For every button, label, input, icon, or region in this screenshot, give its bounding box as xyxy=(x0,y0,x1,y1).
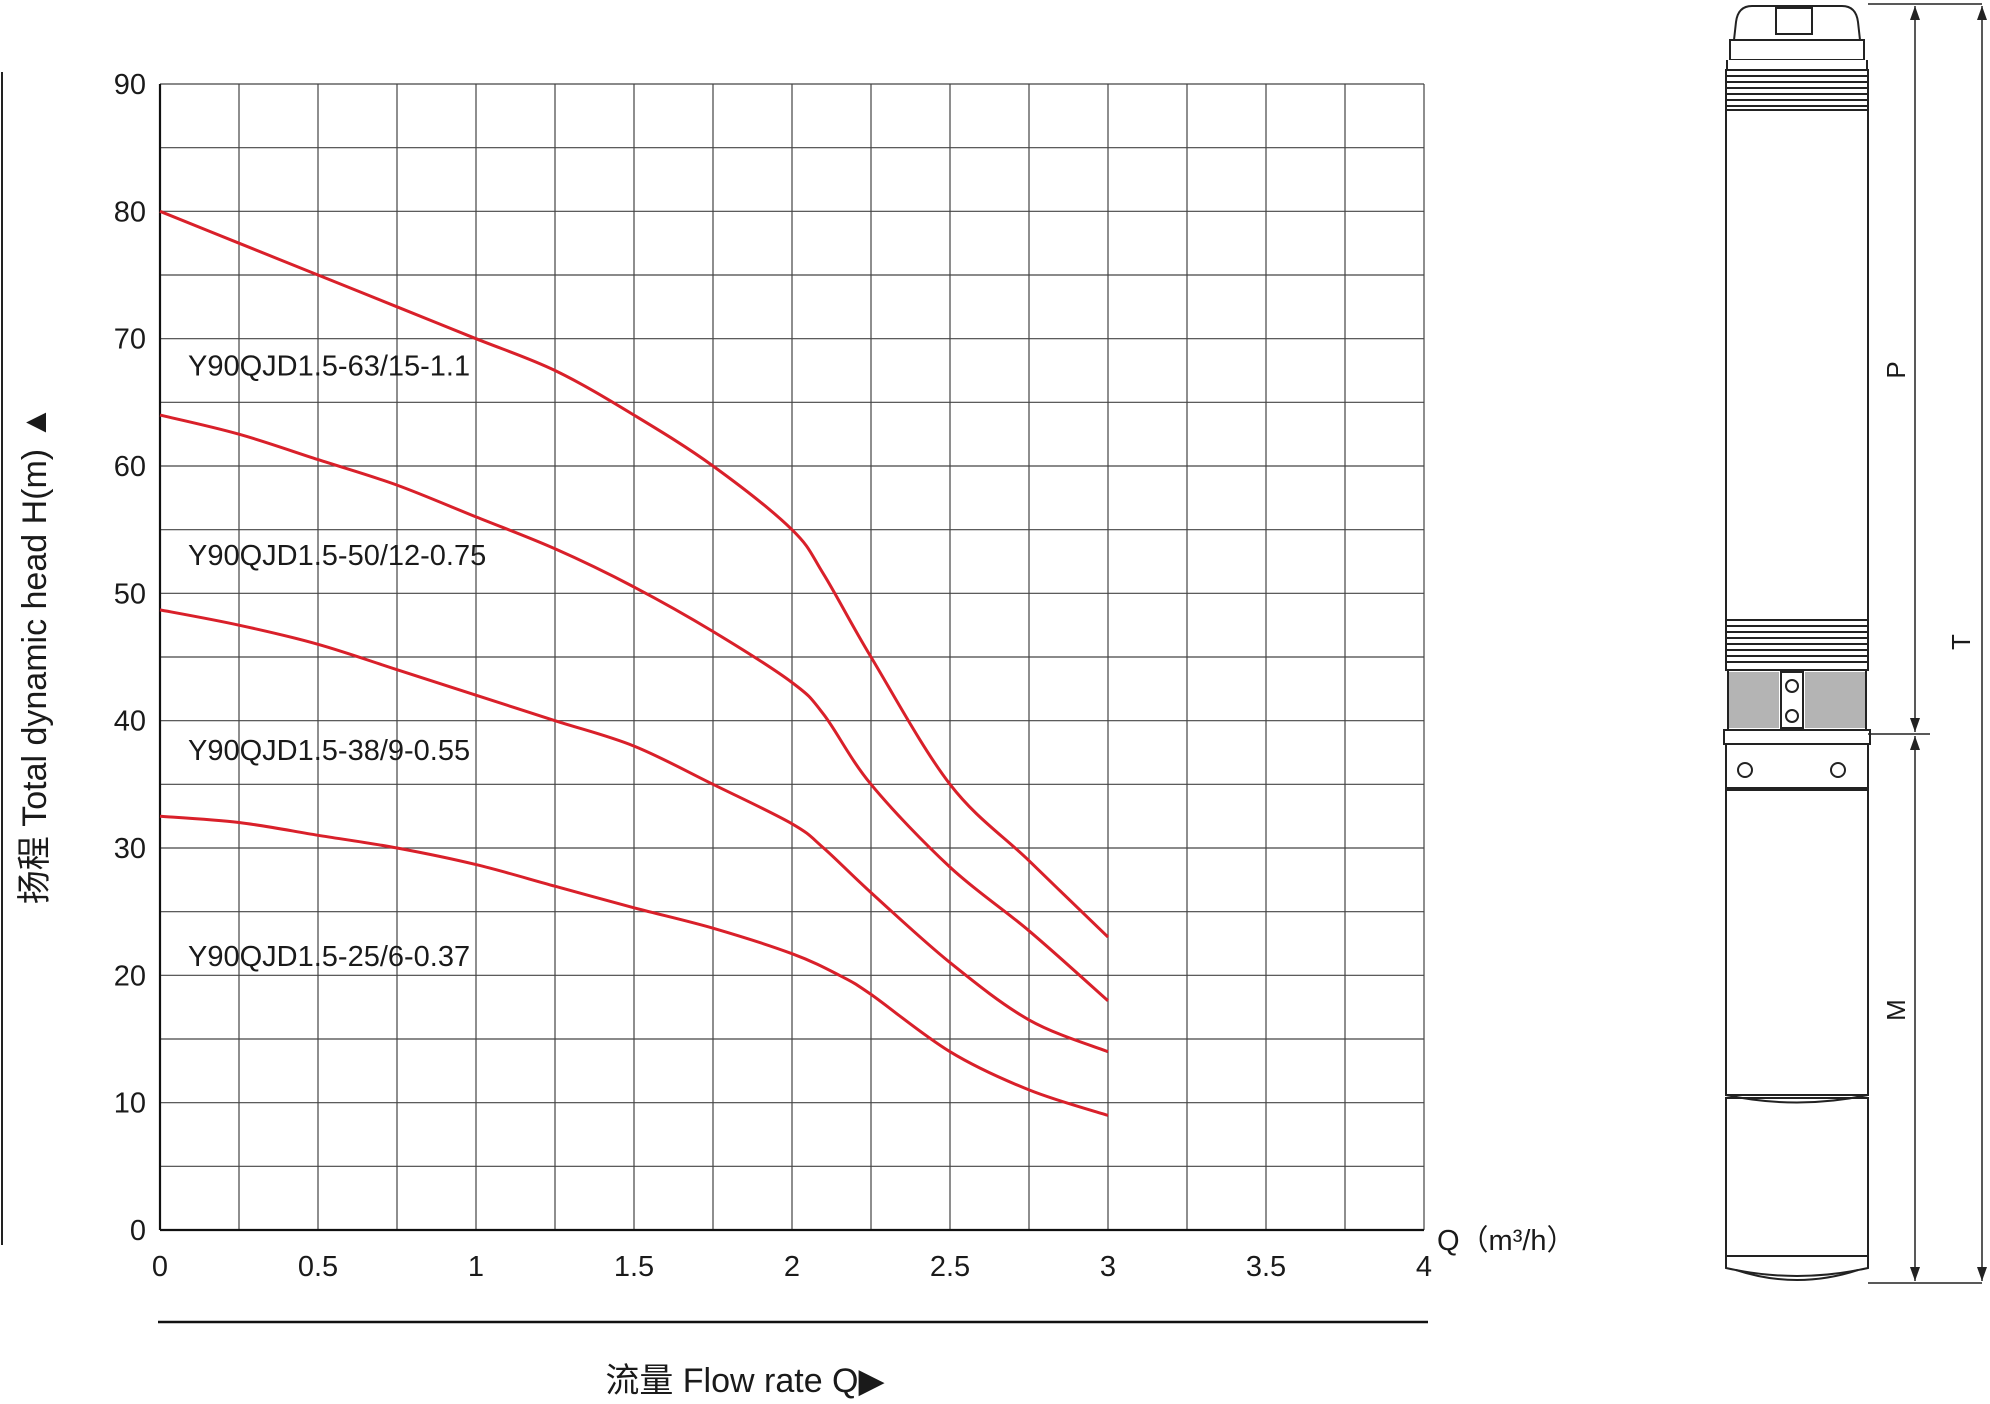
y-tick-label: 0 xyxy=(130,1215,146,1247)
x-tick-label: 2 xyxy=(784,1251,800,1283)
axes xyxy=(158,84,1424,1232)
dim-arrow-t-bottom xyxy=(1977,1267,1987,1281)
y-tick-label: 80 xyxy=(114,196,146,228)
motor-base xyxy=(1725,1256,1869,1277)
x-unit-label: Q（m³/h） xyxy=(1437,1225,1576,1257)
motor-base-edge xyxy=(1735,1269,1859,1281)
x-tick-label: 3.5 xyxy=(1246,1251,1286,1283)
curve-label: Y90QJD1.5-25/6-0.37 xyxy=(188,941,470,973)
motor-lower-body xyxy=(1725,1097,1869,1257)
flange-bolt-right xyxy=(1830,762,1846,778)
curve-label: Y90QJD1.5-63/15-1.1 xyxy=(188,350,470,382)
y-tick-label: 90 xyxy=(114,69,146,101)
curve-line xyxy=(159,814,1109,1117)
dim-arrow-m-bottom xyxy=(1910,1267,1920,1281)
pump-top-slot xyxy=(1775,7,1813,35)
y-tick-label: 40 xyxy=(114,706,146,738)
curve-line xyxy=(159,209,1110,939)
y-tick-label: 10 xyxy=(114,1088,146,1120)
performance-chart: 0 10 20 30 40 50 60 70 80 90 0 0.5 1 1.5 2 2.5 3 3.5 4 Y9… xyxy=(16,69,1576,1400)
x-tick-label: 2.5 xyxy=(930,1251,970,1283)
dim-label-p: P xyxy=(1881,361,1911,378)
dim-arrow-p-bottom xyxy=(1910,718,1920,732)
y-axis-title: 扬程 Total dynamic head H(m) ▲ xyxy=(16,406,54,904)
pump-top-threads xyxy=(1726,75,1868,107)
x-tick-label: 1 xyxy=(468,1251,484,1283)
y-tick-label: 60 xyxy=(114,451,146,483)
pump-drawing xyxy=(1723,5,1871,1281)
pump-collar xyxy=(1726,60,1868,71)
pump-neck xyxy=(1729,39,1865,61)
inlet-bolt-bottom xyxy=(1785,709,1799,723)
y-tick-label: 20 xyxy=(114,960,146,992)
curve-line xyxy=(159,608,1109,1054)
flange-bolt-left xyxy=(1737,762,1753,778)
dim-arrow-t-top xyxy=(1977,6,1987,20)
x-tick-label: 0.5 xyxy=(298,1251,338,1283)
dimension-lines xyxy=(1868,3,1987,1284)
y-tick-label: 30 xyxy=(114,833,146,865)
dim-arrow-m-top xyxy=(1910,736,1920,750)
curve-label: Y90QJD1.5-38/9-0.55 xyxy=(188,735,470,767)
x-tick-label: 4 xyxy=(1416,1251,1432,1283)
grid xyxy=(159,83,1425,1231)
curve-label: Y90QJD1.5-50/12-0.75 xyxy=(188,540,486,572)
pump-motor-joint xyxy=(1723,729,1871,745)
y-tick-label: 50 xyxy=(114,578,146,610)
curve-line xyxy=(159,413,1109,1002)
y-tick-labels: 0 10 20 30 40 50 60 70 80 90 xyxy=(114,69,146,1247)
x-tick-label: 0 xyxy=(152,1251,168,1283)
inlet-mesh-right xyxy=(1805,672,1865,728)
curve-series xyxy=(159,209,1110,1117)
inlet-bolt-top xyxy=(1785,679,1799,693)
x-axis-title: 流量 Flow rate Q▶ xyxy=(605,1362,885,1400)
dim-label-m: M xyxy=(1881,999,1911,1021)
pump-body xyxy=(1725,109,1869,621)
dim-label-t: T xyxy=(1946,634,1976,650)
y-tick-label: 70 xyxy=(114,324,146,356)
x-tick-labels: 0 0.5 1 1.5 2 2.5 3 3.5 4 xyxy=(152,1251,1432,1283)
pump-motor-flange xyxy=(1725,743,1869,789)
motor-body xyxy=(1725,789,1869,1096)
inlet-mesh-left xyxy=(1729,672,1779,728)
curve-labels: Y90QJD1.5-63/15-1.1 Y90QJD1.5-50/12-0.75 Y… xyxy=(188,350,486,973)
dim-arrow-p-top xyxy=(1910,6,1920,20)
x-tick-label: 1.5 xyxy=(614,1251,654,1283)
x-tick-label: 3 xyxy=(1100,1251,1116,1283)
pump-bottom-threads xyxy=(1726,625,1868,663)
